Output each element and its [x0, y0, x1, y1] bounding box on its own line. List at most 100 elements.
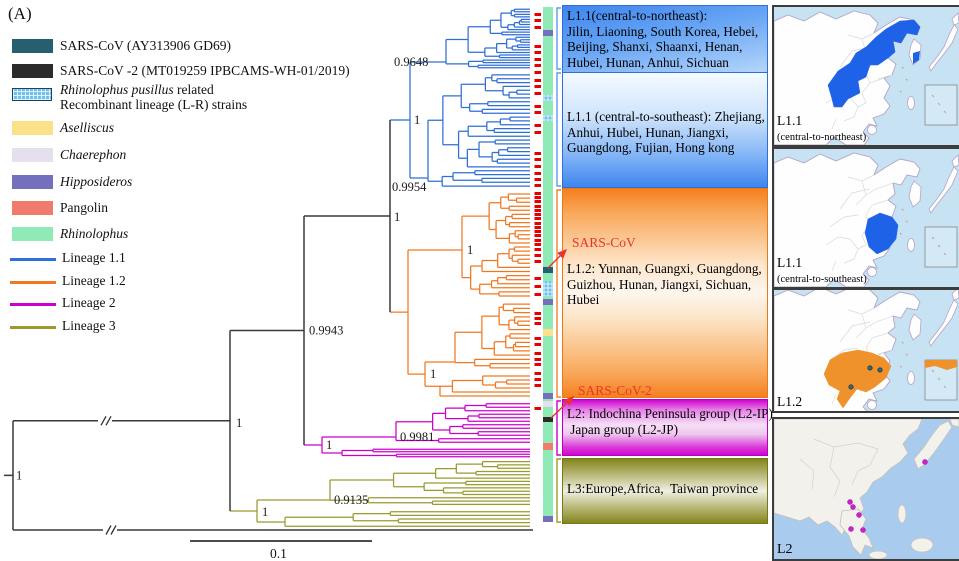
annotation-block-l2: L2: Indochina Peninsula group (L2-IP) Ja… [562, 399, 773, 456]
tip-marker [534, 26, 541, 29]
tip-marker [534, 192, 541, 195]
legend-label: Lineage 1.2 [62, 273, 126, 288]
tip-marker [534, 285, 541, 288]
sars-cov-mark [543, 267, 553, 273]
tip-marker [534, 230, 541, 233]
taiwan [907, 96, 915, 110]
block-line: L3:Europe,Africa, Taiwan province [567, 481, 759, 496]
tip-marker [534, 13, 541, 16]
sampling-site-dot [867, 365, 873, 371]
province-border [865, 315, 894, 329]
taiwan [907, 371, 915, 385]
south-korea-highlight [913, 51, 920, 64]
indochina-peninsula [839, 508, 874, 556]
inset-highlight [925, 360, 957, 370]
sumatra [868, 550, 888, 559]
clade-path [390, 8, 530, 187]
branch-break [98, 415, 112, 427]
annotation-block-l12: L1.2: Yunnan, Guangxi, Guangdong, Guizho… [562, 188, 768, 398]
tip-marker [534, 378, 541, 381]
china-map [774, 290, 959, 411]
province-border [829, 347, 859, 361]
highlighted-provinces [827, 19, 921, 108]
hipposideros-mark [543, 299, 553, 305]
block-line: Guangdong, Fujian, Hong kong [567, 140, 735, 156]
sars-cov-2-swatch [12, 64, 53, 78]
south-china-sea-inset [924, 84, 958, 126]
south-china-sea-inset [924, 226, 958, 268]
tip-marker [534, 205, 541, 208]
china-map [774, 149, 959, 287]
tip-marker [534, 312, 541, 315]
map-subtitle: (central-to-northeast) [777, 132, 867, 143]
island-marks [899, 208, 909, 236]
province-border [865, 182, 894, 196]
hipposideros-mark [543, 30, 553, 36]
tip-marker [534, 105, 541, 108]
province-border [877, 349, 893, 355]
support-l3: 1 [262, 505, 268, 519]
clade-bracket [556, 400, 561, 456]
map-l2: L2 [772, 417, 959, 561]
lineage-1-2-line [10, 281, 56, 284]
legend-label: Rhinolophus [60, 226, 129, 241]
support-l2: 1 [326, 438, 332, 452]
tip-marker [534, 337, 541, 340]
tip-marker [534, 222, 541, 225]
province-border [857, 77, 885, 108]
tip-marker [534, 372, 541, 375]
aselliscus-swatch [12, 121, 53, 135]
annotation-block-l3: L3:Europe,Africa, Taiwan province [562, 458, 768, 524]
island-marks [899, 341, 909, 369]
japan [913, 420, 953, 470]
recombinant-mark [543, 281, 553, 296]
country-border [799, 458, 815, 490]
asia-landmass [774, 419, 923, 536]
l2-sampling-dot [850, 504, 856, 510]
branch-break-slashes [105, 525, 117, 535]
province-border [825, 236, 859, 264]
support-l3-inner: 0.9135 [334, 493, 368, 507]
scale-bar-label: 0.1 [270, 546, 287, 561]
tip-marker [534, 71, 541, 74]
branch-break-slashes [100, 415, 112, 426]
panel-label: (A) [8, 4, 32, 23]
annotation-block-l11-northeast: L1.1(central-to-northeast): Jilin, Liaon… [562, 5, 768, 73]
map-l11-central-to-northeast: L1.1 (central-to-northeast) [772, 5, 959, 147]
island-marks [899, 66, 909, 94]
clade-bracket [556, 458, 561, 523]
tip-marker [534, 317, 541, 320]
branch-break [103, 524, 117, 536]
province-border [877, 74, 893, 80]
tip-marker [534, 234, 541, 237]
tip-marker [534, 64, 541, 67]
hainan [867, 267, 877, 277]
recombinant-mark [543, 115, 553, 121]
tip-marker [534, 58, 541, 61]
tip-marker [534, 243, 541, 246]
tip-marker [534, 209, 541, 212]
tip-marker [534, 248, 541, 251]
tip-marker [534, 131, 541, 134]
chaerephon-mark [543, 401, 553, 407]
support-l1: 1 [394, 210, 400, 224]
tip-marker [534, 407, 541, 410]
tip-marker [534, 152, 541, 155]
map-title: L2 [777, 542, 793, 557]
tip-marker [534, 277, 541, 280]
borneo [910, 537, 934, 553]
clade-bracket [556, 189, 561, 398]
block-line: Jilin, Liaoning, South Korea, Hebei, [567, 23, 759, 39]
support-l11: 1 [414, 113, 420, 127]
legend-label: SARS-CoV -2 (MT019259 IPBCAMS-WH-01/2019… [60, 63, 350, 78]
l2-sampling-dot [847, 499, 853, 505]
map-l11-central-to-southeast: L1.1 (central-to-southeast) [772, 147, 959, 289]
asia-map [774, 419, 959, 559]
province-border [839, 321, 871, 343]
tip-marker [534, 184, 541, 187]
block-line: Beijing, Shanxi, Shaanxi, Henan, [567, 39, 743, 55]
tip-marker [534, 239, 541, 242]
annotation-block-l11-southeast: L1.1 (central-to-southeast): Zhejiang, A… [562, 72, 768, 188]
support-l1-l2: 0.9943 [309, 324, 343, 338]
philippines [897, 504, 907, 524]
